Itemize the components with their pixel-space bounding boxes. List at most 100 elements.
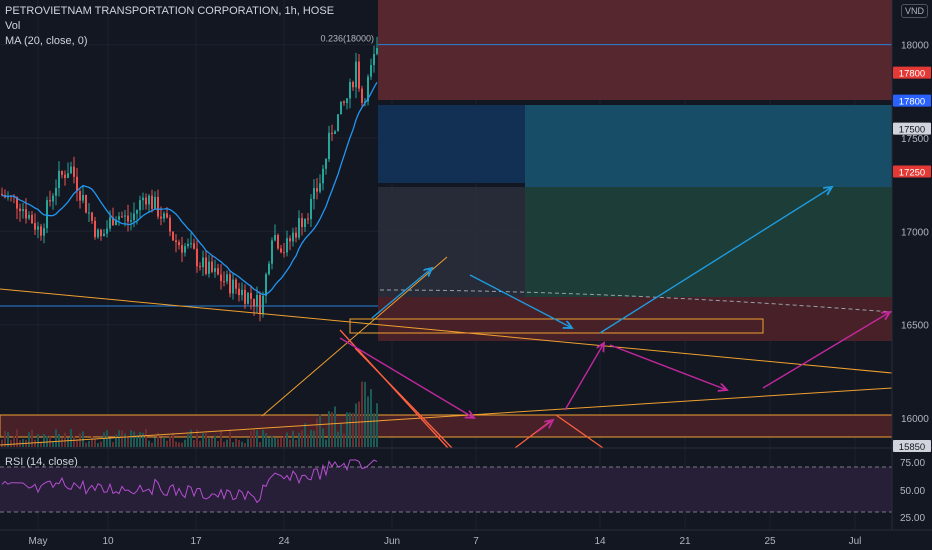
candle (52, 195, 54, 202)
volume-bar (328, 411, 330, 447)
candle (322, 168, 324, 184)
candle (217, 268, 219, 275)
volume-bar (340, 422, 342, 447)
volume-bar (97, 442, 99, 447)
rsi-band (0, 467, 892, 512)
candle (289, 238, 291, 242)
candle (352, 82, 354, 88)
steep-trendline (261, 256, 448, 417)
fib-level-label: 0.236(18000) (320, 34, 374, 44)
candle (295, 232, 297, 238)
volume-bar (55, 429, 57, 447)
volume-bar (214, 435, 216, 447)
candle (283, 252, 285, 254)
candle (259, 294, 261, 315)
candle (22, 209, 24, 212)
x-tick-label: 24 (278, 536, 290, 547)
candle (55, 188, 57, 196)
candle (70, 166, 72, 174)
blue-arrow-1 (371, 268, 432, 319)
volume-bar (250, 430, 252, 447)
candle (115, 219, 117, 226)
volume-bar (223, 441, 225, 447)
volume-bar (376, 403, 378, 447)
candle (73, 166, 75, 177)
volume-bar (124, 433, 126, 447)
candle (157, 196, 159, 217)
rsi-axis-label: 75.00 (900, 458, 925, 469)
rsi-axis-label: 50.00 (900, 486, 925, 497)
chart-title: PETROVIETNAM TRANSPORTATION CORPORATION,… (5, 5, 335, 17)
volume-bar (289, 439, 291, 447)
candle (265, 274, 267, 296)
volume-bar (271, 435, 273, 447)
candle (172, 231, 174, 241)
volume-bar (181, 442, 183, 447)
volume-bar (205, 433, 207, 447)
volume-bar (184, 439, 186, 447)
candle (154, 196, 156, 209)
volume-bar (190, 429, 192, 447)
volume-bar (178, 442, 180, 447)
volume-bar (283, 435, 285, 447)
volume-bar (82, 431, 84, 447)
volume-bar (241, 441, 243, 447)
candle (25, 209, 27, 219)
volume-bar (322, 428, 324, 447)
currency-badge[interactable]: VND (900, 4, 928, 18)
volume-bar (121, 430, 123, 447)
fib-zone-green (525, 187, 892, 297)
volume-bar (352, 413, 354, 447)
volume-bar (253, 429, 255, 447)
candle (313, 188, 315, 199)
candle (232, 279, 234, 294)
candle (328, 132, 330, 160)
volume-bar (73, 436, 75, 447)
candle (190, 243, 192, 245)
candle (145, 197, 147, 205)
volume-bar (169, 435, 171, 447)
target-zone-dark (378, 105, 525, 183)
candle (160, 216, 162, 219)
volume-bar (265, 433, 267, 447)
candle (277, 235, 279, 249)
candle (19, 208, 21, 212)
candle (43, 228, 45, 236)
magenta-arrow-4 (609, 344, 727, 390)
volume-bar (361, 381, 363, 447)
candle (361, 88, 363, 103)
candle (1, 193, 3, 196)
candle (61, 170, 63, 175)
candle (319, 183, 321, 192)
x-tick-label: 17 (190, 536, 202, 547)
price-label: 17250 (899, 168, 925, 179)
candle (301, 218, 303, 228)
fib-zone-gray (378, 187, 525, 297)
volume-bar (202, 433, 204, 447)
x-tick-label: 21 (679, 536, 691, 547)
candle (76, 176, 78, 192)
candle (202, 257, 204, 268)
candle (343, 101, 345, 103)
volume-bar (301, 430, 303, 447)
candle (64, 174, 66, 179)
candle (28, 214, 30, 219)
volume-bar (127, 437, 129, 447)
candle (67, 173, 69, 179)
candle (103, 233, 105, 237)
volume-bar (334, 406, 336, 447)
candle (367, 76, 369, 102)
candle (208, 261, 210, 274)
price-label: 15850 (899, 442, 925, 453)
volume-bar (61, 437, 63, 447)
candle (40, 226, 42, 236)
volume-bar (40, 441, 42, 447)
candle (256, 294, 258, 307)
candle (166, 213, 168, 218)
volume-bar (154, 437, 156, 447)
volume-bar (346, 412, 348, 447)
y-tick-label: 17000 (901, 227, 929, 238)
candle (310, 198, 312, 220)
volume-bar (166, 440, 168, 447)
